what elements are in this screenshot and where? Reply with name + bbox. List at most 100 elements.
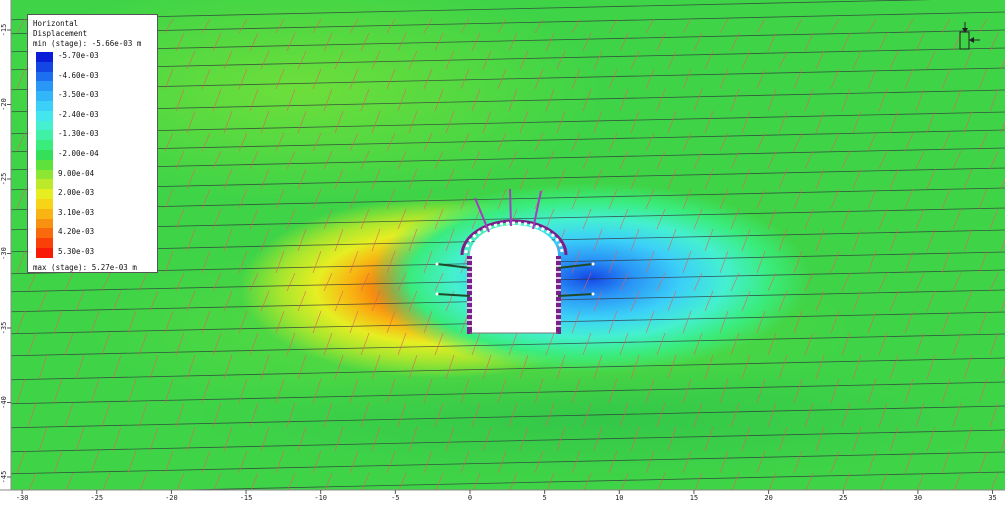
joint-line	[519, 168, 529, 190]
crown-bolt-3	[532, 190, 542, 230]
joint-line	[286, 402, 296, 428]
joint-line	[175, 32, 185, 52]
joint-line	[571, 378, 581, 404]
joint-line	[941, 132, 951, 152]
joint-line	[904, 132, 914, 152]
joint-line	[360, 208, 370, 230]
joint-line	[349, 68, 359, 90]
joint-line	[260, 168, 270, 190]
joint-line	[323, 402, 333, 428]
joint-line	[667, 110, 677, 134]
joint-line	[793, 450, 803, 474]
joint-line	[867, 310, 877, 334]
joint-line	[719, 310, 729, 334]
joint-line	[556, 50, 566, 70]
joint-line	[38, 290, 48, 312]
joint-line	[16, 378, 26, 404]
joint-line	[212, 272, 222, 292]
joint-line	[323, 88, 333, 112]
legend-swatch	[36, 228, 53, 239]
joint-line	[138, 272, 148, 292]
joint-line	[963, 168, 973, 190]
joint-line	[482, 110, 492, 134]
legend-swatch	[36, 159, 53, 170]
joint-line	[397, 150, 407, 170]
joint-line	[434, 402, 444, 428]
joint-line	[275, 132, 285, 152]
joint-line	[963, 50, 973, 70]
load-marker-icon[interactable]	[959, 22, 980, 50]
joint-line	[630, 50, 640, 70]
joint-line	[804, 150, 814, 170]
joint-line	[519, 50, 529, 70]
legend-panel[interactable]: Horizontal Displacement min (stage): -5.…	[27, 14, 158, 273]
joint-line	[830, 450, 840, 474]
legend-swatch	[36, 130, 53, 141]
x-tick-label: 0	[468, 494, 472, 502]
joint-line	[719, 132, 729, 152]
joint-line	[978, 18, 988, 34]
joint-line	[941, 188, 951, 210]
joint-line	[730, 402, 740, 428]
joint-line	[445, 354, 455, 380]
x-axis: -30 -25 -20 -15 -10 -5 0 5 10 15 20 25 30 35	[16, 490, 997, 502]
joint-line	[582, 150, 592, 170]
joint-line	[534, 450, 544, 474]
joint-line	[778, 228, 788, 252]
joint-line	[852, 168, 862, 190]
legend-label: -3.50e-03	[58, 90, 99, 100]
joint-line	[1000, 178, 1005, 190]
crown-bolt-1	[474, 197, 490, 233]
joint-line	[275, 310, 285, 334]
legend-swatch	[36, 110, 53, 121]
joint-line	[508, 150, 518, 170]
joint-line	[815, 50, 825, 70]
joint-line	[682, 188, 692, 210]
joint-line	[212, 88, 222, 112]
joint-line	[989, 272, 999, 292]
joint-line	[471, 208, 481, 230]
joint-line	[756, 450, 766, 474]
joint-line	[371, 354, 381, 380]
joint-line	[593, 354, 603, 380]
joint-line	[830, 378, 840, 404]
joint-line	[630, 168, 640, 190]
joint-line	[767, 402, 777, 428]
bolt-end	[435, 292, 439, 296]
joint-line	[175, 150, 185, 170]
joint-line	[127, 378, 137, 404]
joint-line	[815, 290, 825, 312]
joint-line	[582, 32, 592, 52]
joint-line	[460, 250, 470, 274]
joint-line	[571, 68, 581, 90]
joint-line	[27, 332, 37, 356]
joint-line	[360, 402, 370, 428]
joint-line	[778, 110, 788, 134]
joint-line	[915, 88, 925, 112]
joint-line	[719, 68, 729, 90]
joint-line	[904, 450, 914, 474]
joint-line	[756, 132, 766, 152]
joint-line	[112, 290, 122, 312]
joint-line	[645, 132, 655, 152]
joint-line	[593, 228, 603, 252]
legend-title-line2: Displacement	[33, 29, 88, 38]
joint-line	[841, 402, 851, 428]
joint-line	[0, 147, 1005, 171]
joint-line	[978, 450, 988, 474]
joint-line	[497, 378, 507, 404]
joint-line	[212, 208, 222, 230]
joint-line	[904, 18, 914, 34]
joint-line	[741, 110, 751, 134]
legend-swatch	[36, 101, 53, 111]
joint-line	[667, 290, 677, 312]
joint-line	[434, 32, 444, 52]
joint-line	[904, 250, 914, 274]
joint-line	[545, 402, 555, 428]
joint-line	[112, 354, 122, 380]
joint-line	[164, 378, 174, 404]
joint-line	[608, 310, 618, 334]
joint-line	[297, 228, 307, 252]
